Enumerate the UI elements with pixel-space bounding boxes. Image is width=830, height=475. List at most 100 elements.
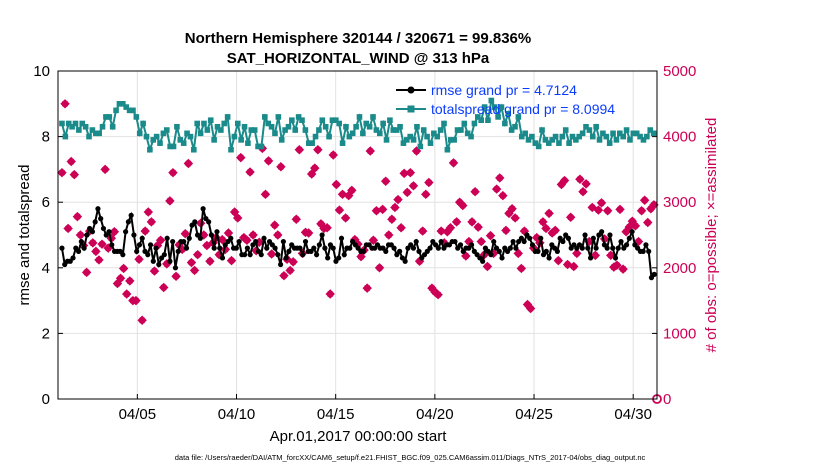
- totalspread-marker: [410, 137, 417, 143]
- totalspread-marker: [218, 127, 224, 133]
- totalspread-marker: [420, 127, 427, 133]
- obs-marker: [393, 194, 403, 205]
- totalspread-marker: [404, 137, 410, 143]
- y-axis-label-left: rmse and totalspread: [16, 165, 33, 306]
- rmse-marker: [186, 235, 192, 241]
- rmse-marker: [228, 235, 234, 241]
- totalspread-marker: [275, 114, 282, 120]
- totalspread-marker: [177, 137, 184, 143]
- totalspread-marker: [603, 133, 610, 140]
- obs-marker: [445, 223, 456, 233]
- rmse-marker: [582, 232, 588, 238]
- totalspread-marker: [586, 127, 593, 133]
- y-tick-label-right: 2000: [663, 260, 696, 277]
- totalspread-marker: [617, 130, 623, 137]
- obs-marker: [189, 265, 200, 276]
- rmse-marker: [560, 238, 566, 245]
- obs-marker: [581, 179, 591, 189]
- obs-marker: [276, 162, 286, 172]
- y-tick-label-left: 10: [33, 63, 50, 80]
- obs-marker: [146, 217, 157, 227]
- totalspread-marker: [610, 130, 616, 137]
- rmse-marker: [643, 242, 649, 248]
- rmse-marker: [438, 238, 444, 245]
- rmse-marker: [565, 235, 572, 241]
- totalspread-marker: [562, 127, 569, 133]
- obs-marker: [134, 254, 144, 265]
- rmse-marker: [59, 245, 65, 251]
- obs-marker: [550, 225, 560, 236]
- totalspread-marker: [542, 137, 549, 143]
- obs-marker: [140, 226, 150, 236]
- obs-marker: [168, 167, 178, 178]
- totalspread-marker: [103, 114, 109, 120]
- obs-marker: [171, 271, 181, 282]
- obs-marker: [473, 222, 483, 232]
- totalspread-marker: [251, 127, 258, 133]
- obs-marker: [294, 144, 305, 155]
- rmse-marker: [529, 242, 536, 248]
- x-tick-label: 04/10: [218, 406, 256, 423]
- totalspread-marker: [485, 117, 491, 123]
- rmse-marker: [452, 238, 458, 245]
- rmse-marker: [604, 245, 610, 251]
- totalspread-marker: [576, 133, 583, 140]
- obs-marker: [433, 289, 443, 300]
- rmse-marker: [139, 235, 145, 241]
- obs-marker: [374, 263, 385, 273]
- rmse-marker: [300, 252, 306, 258]
- totalspread-marker: [387, 117, 393, 123]
- obs-marker: [229, 207, 240, 217]
- rmse-marker: [496, 248, 502, 254]
- totalspread-marker: [184, 130, 190, 137]
- obs-marker: [192, 249, 203, 260]
- totalspread-marker: [268, 123, 275, 130]
- totalspread-marker: [262, 114, 268, 120]
- rmse-marker: [513, 245, 519, 251]
- totalspread-marker: [76, 127, 82, 133]
- rmse-marker: [322, 245, 328, 251]
- totalspread-marker: [458, 127, 464, 133]
- totalspread-marker: [82, 123, 89, 130]
- obs-marker: [572, 248, 582, 259]
- totalspread-marker: [255, 143, 261, 150]
- obs-marker: [158, 282, 169, 293]
- rmse-marker: [219, 255, 226, 261]
- obs-marker: [245, 167, 255, 177]
- totalspread-marker: [637, 133, 643, 140]
- totalspread-marker: [650, 130, 657, 137]
- obs-marker: [390, 202, 400, 213]
- totalspread-marker: [109, 123, 116, 130]
- obs-marker: [121, 289, 132, 299]
- obs-marker: [639, 195, 650, 205]
- obs-marker: [100, 164, 110, 175]
- rmse-marker: [236, 238, 242, 245]
- totalspread-marker: [329, 117, 336, 123]
- obs-marker: [279, 270, 289, 281]
- rmse-marker: [554, 248, 560, 254]
- obs-marker: [285, 265, 295, 276]
- totalspread-marker: [150, 137, 157, 143]
- totalspread-marker: [518, 133, 525, 140]
- totalspread-marker: [383, 137, 390, 143]
- obs-marker: [186, 257, 197, 268]
- rmse-marker: [610, 245, 616, 251]
- obs-marker: [501, 225, 511, 236]
- obs-marker: [476, 236, 486, 247]
- totalspread-marker: [481, 104, 488, 110]
- totalspread-marker: [305, 140, 312, 146]
- rmse-marker: [247, 252, 253, 258]
- totalspread-marker: [194, 120, 201, 127]
- totalspread-marker: [573, 137, 579, 143]
- rmse-marker: [264, 245, 270, 251]
- legend: rmse grand pr = 4.7124 totalspread grand…: [396, 82, 615, 117]
- totalspread-marker: [593, 123, 599, 130]
- obs-marker: [75, 230, 86, 240]
- totalspread-marker: [143, 133, 150, 140]
- obs-marker: [569, 261, 579, 272]
- totalspread-marker: [349, 130, 356, 137]
- obs-marker: [402, 187, 413, 198]
- x-tick-label: 04/05: [119, 406, 157, 423]
- totalspread-marker: [606, 140, 613, 146]
- rmse-marker: [336, 255, 342, 261]
